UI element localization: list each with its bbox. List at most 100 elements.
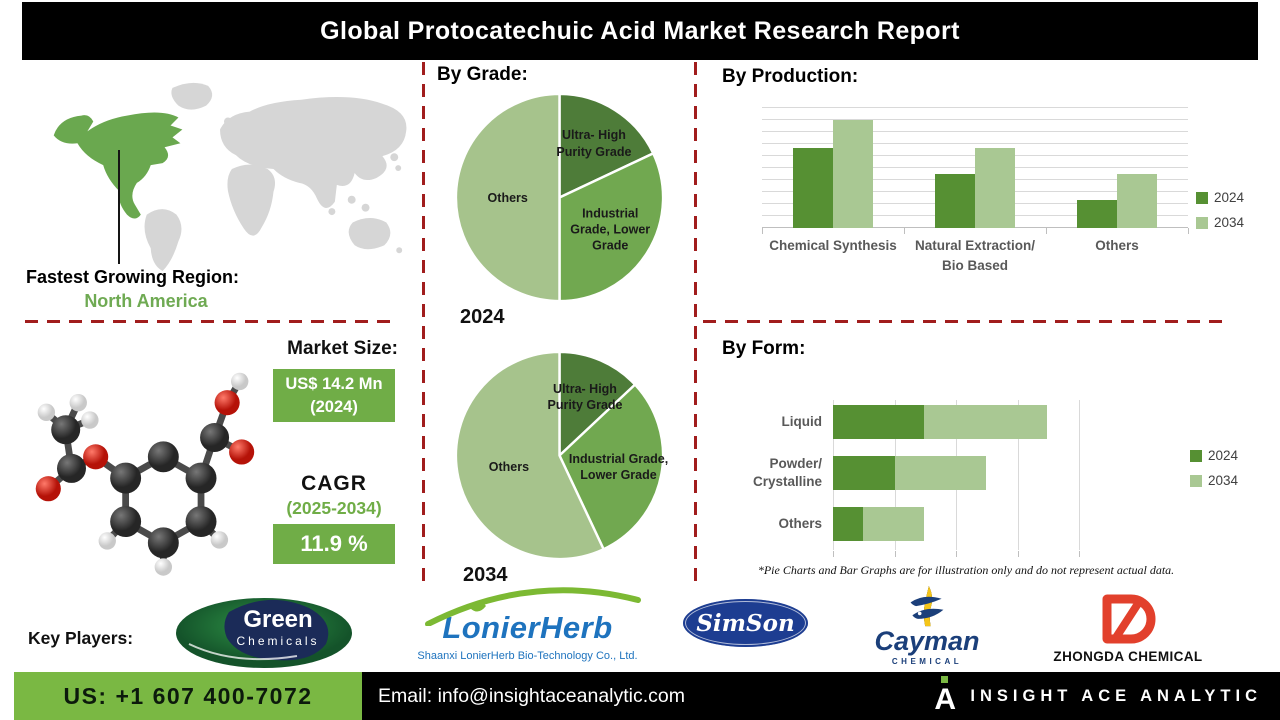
cayman-name: Cayman xyxy=(874,626,980,656)
legend-swatch-2024 xyxy=(1196,191,1208,204)
by-grade-title: By Grade: xyxy=(437,64,528,85)
pie-slice-2 xyxy=(454,350,605,561)
logo-zhongda-chemical: ZHONGDA CHEMICAL xyxy=(1043,590,1213,666)
green-chemicals-sub: Chemicals xyxy=(236,634,320,648)
pie-slice-label: Ultra- High Purity Grade xyxy=(547,381,623,412)
chart-disclaimer-note: *Pie Charts and Bar Graphs are for illus… xyxy=(757,563,1175,577)
cayman-flame-graphic xyxy=(910,586,944,627)
pie-slice-label: Industrial Grade, Lower Grade xyxy=(568,451,669,482)
production-bar-2024 xyxy=(1077,200,1117,228)
production-bar-2034 xyxy=(975,147,1015,228)
legend-item-2024: 2024 xyxy=(1196,190,1244,205)
logo-simson: SimSon xyxy=(683,599,808,647)
lonierherb-name: LonierHerb xyxy=(442,610,613,645)
production-bar-2024 xyxy=(793,147,833,228)
brand-green-dot xyxy=(941,676,949,683)
divider-vertical-left xyxy=(422,62,425,590)
pie-slice-0 xyxy=(558,92,655,199)
form-category-label: Others xyxy=(778,515,822,531)
logo-green-chemicals: Green Chemicals xyxy=(175,596,353,670)
footer-phone-bar: US: +1 607 400-7072 xyxy=(14,672,362,720)
key-players-label: Key Players: xyxy=(28,628,134,648)
bar-group-1 xyxy=(904,108,1046,228)
by-production-title: By Production: xyxy=(722,66,859,87)
form-bar-segment-2034 xyxy=(862,507,925,541)
footer-email-bar: Email: info@insightaceanalytic.com A INS… xyxy=(362,672,1280,720)
footer-phone: US: +1 607 400-7072 xyxy=(63,682,313,709)
insight-ace-brand-name: INSIGHT ACE ANALYTIC xyxy=(970,686,1262,705)
green-chemicals-logo-graphic xyxy=(176,598,352,668)
pie-slice-label: Others xyxy=(487,190,528,205)
form-bar-segment-2024 xyxy=(833,507,863,541)
page-title: Global Protocatechuic Acid Market Resear… xyxy=(320,16,960,45)
production-bar-2034 xyxy=(1117,174,1157,228)
pie-slice-1 xyxy=(558,152,665,303)
pie-slice-label: Others xyxy=(488,459,530,474)
market-size-label: Market Size: xyxy=(287,338,398,359)
form-bar-segment-2034 xyxy=(924,405,1048,439)
world-map xyxy=(53,82,407,272)
pie-2024-year-caption: 2024 xyxy=(460,306,505,328)
fastest-growing-region-label: Fastest Growing Region: xyxy=(26,267,240,287)
logo-cayman-chemical: Cayman CHEMICAL xyxy=(862,586,992,666)
legend-item-2034: 2034 xyxy=(1196,215,1244,230)
production-bar-2034 xyxy=(833,120,873,228)
market-size-year: (2024) xyxy=(310,397,358,416)
form-category-axis: Liquid Powder/Crystalline Others xyxy=(730,400,822,550)
pie-slice-label: Ultra- High Purity Grade xyxy=(556,128,632,159)
legend-item-2024: 2024 xyxy=(1190,448,1238,463)
divider-left-horizontal xyxy=(25,320,397,323)
cayman-subtitle: CHEMICAL xyxy=(891,657,963,666)
category-label: Others xyxy=(1095,238,1139,253)
pie-slice-0 xyxy=(558,350,637,457)
logo-lonierherb: LonierHerb Shaanxi LonierHerb Bio-Techno… xyxy=(410,587,645,668)
simson-name: SimSon xyxy=(696,609,795,637)
production-legend: 2024 2034 xyxy=(1196,190,1244,230)
production-category-axis: Chemical Synthesis Natural Extraction/Bio… xyxy=(762,236,1188,277)
cagr-value-box: 11.9 % xyxy=(273,524,395,564)
form-bar-chart-plot xyxy=(833,400,1080,557)
form-bar-row-1 xyxy=(833,456,986,490)
production-bar-2024 xyxy=(935,174,975,228)
form-bar-segment-2024 xyxy=(833,456,895,490)
lonierherb-subtitle: Shaanxi LonierHerb Bio-Technology Co., L… xyxy=(417,650,638,662)
legend-swatch-2034 xyxy=(1190,474,1202,487)
cagr-period: (2025-2034) xyxy=(286,498,382,518)
pie-slice-label: Industrial Grade, Lower Grade xyxy=(570,206,651,253)
pie-chart-by-grade-2024: Ultra- High Purity Grade Industrial Grade, … xyxy=(452,90,667,305)
legend-swatch-2034 xyxy=(1196,216,1208,229)
form-bar-segment-2034 xyxy=(894,456,986,490)
form-category-label: Powder/Crystalline xyxy=(752,455,822,489)
legend-swatch-2024 xyxy=(1190,449,1202,462)
divider-right-horizontal xyxy=(703,320,1231,323)
form-bar-row-0 xyxy=(833,405,1048,439)
insight-ace-brand: A INSIGHT ACE ANALYTIC xyxy=(934,676,1262,716)
category-label: Chemical Synthesis xyxy=(769,238,897,253)
cagr-label: CAGR xyxy=(301,472,367,495)
fastest-growing-region-value: North America xyxy=(84,291,208,311)
map-other-regions xyxy=(144,82,407,272)
report-title-bar: Global Protocatechuic Acid Market Resear… xyxy=(22,2,1258,60)
by-form-title: By Form: xyxy=(722,338,806,359)
insight-ace-logo-icon: A xyxy=(934,676,958,716)
legend-item-2034: 2034 xyxy=(1190,473,1238,488)
zhongda-name: ZHONGDA CHEMICAL xyxy=(1053,648,1203,664)
pie-2034-year-caption: 2034 xyxy=(463,564,508,586)
form-bar-segment-2024 xyxy=(833,405,925,439)
market-size-value-box: US$ 14.2 Mn (2024) xyxy=(273,369,395,422)
divider-vertical-right xyxy=(694,62,697,590)
footer-email: Email: info@insightaceanalytic.com xyxy=(378,684,686,707)
category-label: Natural Extraction/Bio Based xyxy=(914,238,1036,274)
form-legend: 2024 2034 xyxy=(1190,448,1238,488)
market-size-value: US$ 14.2 Mn xyxy=(285,375,383,394)
lonierherb-swoosh-graphic xyxy=(425,587,641,626)
bar-group-0 xyxy=(762,108,904,228)
green-chemicals-name: Green xyxy=(243,606,313,633)
pie-slice-2 xyxy=(454,92,561,303)
bar-group-2 xyxy=(1046,108,1188,228)
production-bar-chart-plot xyxy=(762,107,1189,234)
map-pointer-line xyxy=(118,150,120,264)
form-bar-row-2 xyxy=(833,507,925,541)
form-category-label: Liquid xyxy=(781,413,823,429)
